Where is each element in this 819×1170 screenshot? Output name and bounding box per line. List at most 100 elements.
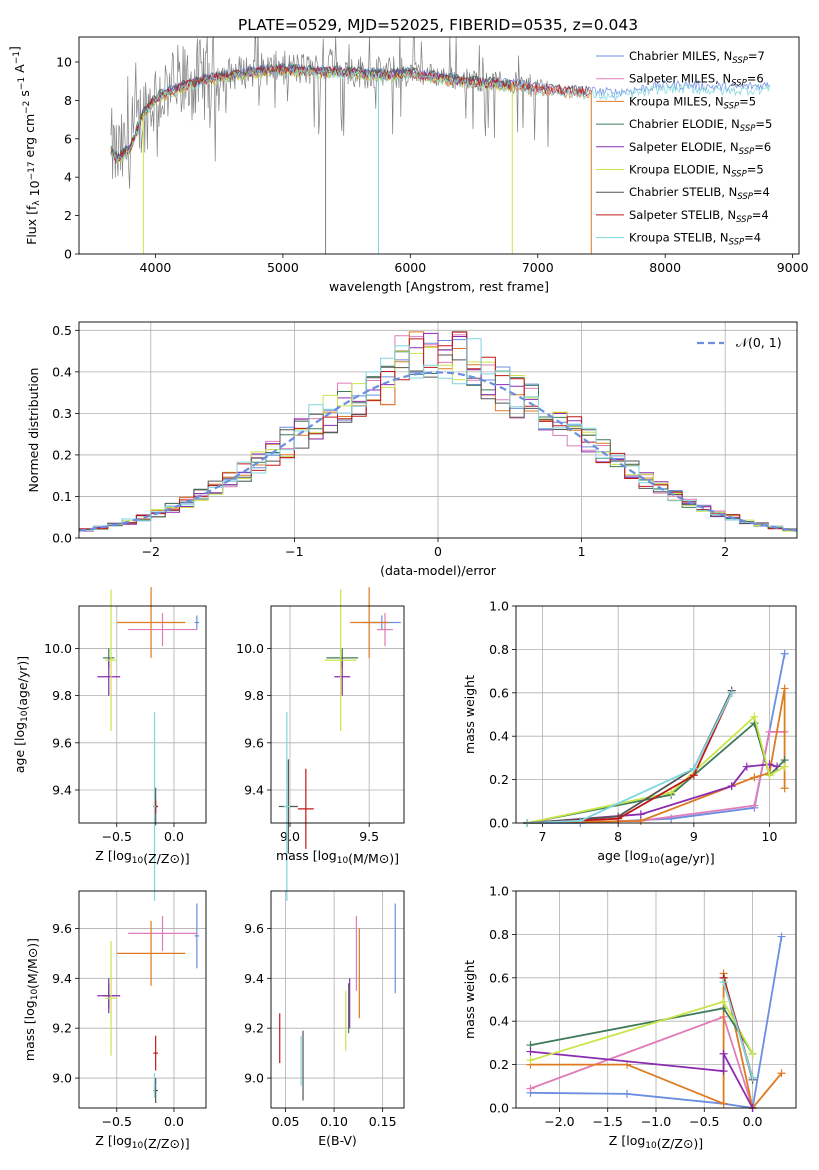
legend-subscript: SSP [729, 238, 745, 248]
label-segment: 10 [27, 180, 42, 200]
label-subscript: 10 [132, 856, 144, 866]
plot-residuals: −2 −1 0 1 2 0.0 0.1 0.2 0.3 0.4 0.5 𝒩(0, 1) (data-mo… [26, 321, 798, 578]
y-axis-label: Normed distribution [26, 368, 41, 493]
mass-weight-marker [780, 762, 789, 771]
label-segment: Normed distribution [26, 368, 41, 493]
plot-age-vs-Z: −0.5 0.09.49.69.810.0Z [log10(Z/Z⊙)]age [… [12, 587, 207, 901]
label-segment: log [318, 848, 337, 863]
y-tick-label: 0.2 [489, 1057, 509, 1072]
y-tick-label: 10.0 [44, 641, 72, 656]
label-segment: log [113, 848, 132, 863]
y-tick-label: 9.6 [244, 921, 264, 936]
legend-subscript: SSP [739, 147, 755, 157]
y-axis-label: age [log10(age/yr)] [12, 656, 30, 773]
mass-weight-marker [750, 712, 759, 721]
mass-weight-series [722, 981, 754, 1078]
label-segment: log [629, 848, 648, 863]
label-subscript: 10 [337, 856, 349, 866]
label-segment: A [12, 64, 27, 77]
x-axis-label: Z [log10(Z/Z⊙)] [95, 848, 189, 866]
mass-weight-marker [719, 1099, 728, 1108]
mass-weight-marker [773, 762, 782, 771]
plot-body [526, 932, 786, 1112]
label-subscript: 10 [30, 989, 40, 1001]
mass-weight-marker [765, 771, 774, 780]
legend-count: =4 [752, 208, 769, 222]
label-segment: mass weight [462, 675, 477, 754]
x-tick-label: 6000 [394, 260, 426, 275]
y-tick-label: 0.0 [52, 531, 72, 546]
y-tick-label: 6 [64, 131, 72, 146]
x-tick-label: −0.5 [102, 1114, 132, 1129]
legend-subscript: SSP [737, 192, 753, 202]
axes-frame [78, 605, 207, 824]
spectrum-lines [110, 37, 771, 254]
plot-body [278, 587, 401, 901]
legend-count: =6 [747, 72, 764, 86]
mass-weight-marker [689, 764, 698, 773]
label-segment: (M/M⊙)] [348, 851, 399, 866]
spectrum-model-line [110, 64, 589, 164]
spectrum-data-line [110, 37, 550, 189]
plot-body [97, 587, 200, 901]
y-tick-label: 10 [56, 54, 72, 69]
plot-body [97, 903, 200, 1104]
label-segment: ] [7, 46, 22, 51]
label-segment: E(B-V) [318, 1133, 357, 1148]
label-segment: log [22, 1000, 37, 1019]
legend-subscript: SSP [736, 215, 752, 225]
label-segment: −2 [22, 101, 32, 114]
mass-weight-marker [727, 782, 736, 791]
mass-weight-marker [719, 1049, 728, 1058]
y-tick-label: 10.0 [236, 641, 264, 656]
y-tick-label: 2 [64, 208, 72, 223]
legend-label: Salpeter MILES, NSSP=6 [629, 72, 764, 89]
x-tick-label: 0.0 [743, 1114, 763, 1129]
legend-label: Chabrier STELIB, NSSP=4 [629, 185, 770, 202]
label-segment: Z [ [95, 848, 112, 863]
label-segment: log [626, 1133, 645, 1148]
y-tick-label: 8 [64, 93, 72, 108]
label-segment: (Z/Z⊙)] [143, 1136, 189, 1151]
legend-count: =5 [747, 163, 764, 177]
axes-frame [78, 36, 800, 255]
label-segment: −1 [12, 51, 22, 64]
legend-label: Chabrier MILES, NSSP=7 [629, 49, 765, 66]
x-tick-label: 0.10 [320, 1114, 348, 1129]
label-segment: Z [ [609, 1133, 626, 1148]
mass-weight-marker [750, 773, 759, 782]
mass-weight-marker [750, 801, 759, 810]
x-axis-label: (data-model)/error [380, 563, 497, 578]
y-tick-label: 9.4 [52, 971, 72, 986]
plot-massweight-vs-Z: −2.0 −1.5 −1.0 −0.5 0.0 0.0 0.2 0.4 0.6 0.8 1.0 Z [… [462, 884, 797, 1151]
plot-mass-vs-Z: −0.5 0.09.09.29.49.6Z [log10(Z/Z⊙)]mass [… [22, 890, 207, 1151]
legend-subscript: SSP [740, 124, 756, 134]
label-segment: (Z/Z⊙)] [143, 851, 189, 866]
legend-label: Salpeter STELIB, NSSP=4 [629, 208, 769, 225]
x-tick-label: 9 [690, 829, 698, 844]
label-segment: s [17, 90, 32, 101]
label-subscript: 10 [132, 1141, 144, 1151]
label-subscript: 10 [20, 710, 30, 722]
x-tick-label: −0.5 [102, 829, 132, 844]
mass-weight-marker [765, 727, 774, 736]
x-axis-label: age [log10(age/yr)] [597, 848, 714, 866]
legend-count: =6 [754, 140, 771, 154]
label-segment: log [12, 722, 27, 741]
label-segment: (Z/Z⊙)] [657, 1136, 703, 1151]
legend-label: Kroupa ELODIE, NSSP=5 [629, 163, 764, 180]
x-tick-label: −2.0 [544, 1114, 574, 1129]
mass-weight-series [530, 1050, 754, 1109]
label-segment: mass [ [276, 848, 318, 863]
mass-weight-marker [576, 816, 585, 825]
plot-body: 𝒩(0, 1) [78, 331, 798, 532]
legend-subscript: SSP [731, 79, 747, 89]
mass-weight-marker [748, 1073, 757, 1082]
x-axis-label: Z [log10(Z/Z⊙)] [95, 1133, 189, 1151]
legend-label: Kroupa MILES, NSSP=5 [629, 94, 756, 111]
y-tick-label: 0.6 [489, 970, 509, 985]
label-segment: wavelength [Angstrom, rest frame] [329, 279, 549, 294]
y-axis-label: Flux [fλ 10−17 erg cm−2 s−1 A−1] [7, 46, 42, 245]
y-tick-label: 0.2 [52, 447, 72, 462]
x-tick-label: 0.0 [164, 1114, 184, 1129]
